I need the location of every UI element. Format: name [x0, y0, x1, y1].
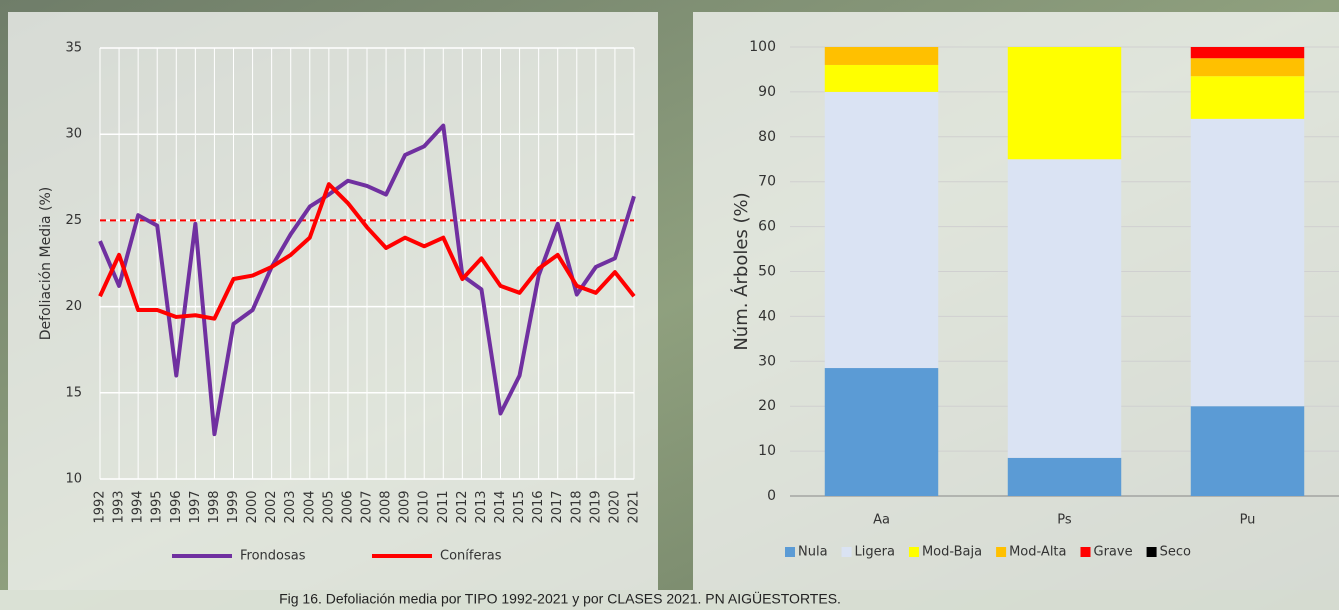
legend-swatch: [1146, 547, 1157, 557]
y-tick-label: 15: [65, 385, 82, 400]
x-tick-label: 2015: [512, 490, 527, 523]
bar-segment: [1007, 47, 1122, 160]
x-tick-label: 2008: [379, 490, 394, 523]
x-tick-label: 1994: [131, 490, 146, 523]
y-tick-label: 30: [758, 353, 776, 369]
legend-swatch: [841, 547, 852, 557]
x-tick-label: 1998: [207, 490, 222, 523]
x-tick-label: 2000: [245, 490, 260, 523]
legend-label: Mod-Alta: [1009, 545, 1066, 560]
y-tick-label: 80: [758, 129, 776, 145]
x-tick-label: 1993: [112, 490, 127, 523]
x-tick-label: 2007: [360, 490, 375, 523]
legend-label: Seco: [1160, 545, 1191, 560]
x-tick-label: 2018: [569, 490, 584, 523]
legend-label: Grave: [1094, 545, 1133, 560]
x-tick-label: 2017: [550, 490, 565, 523]
x-tick-label: 2003: [283, 490, 298, 523]
x-tick-label: 2006: [340, 490, 355, 523]
y-tick-label: 40: [758, 308, 776, 324]
y-tick-label: 20: [758, 398, 776, 414]
bar-segment: [824, 368, 939, 496]
x-tick-label: 2013: [474, 490, 489, 523]
caption: Fig 16. Defoliación media por TIPO 1992-…: [279, 590, 841, 607]
left-panel: [8, 12, 658, 590]
x-tick-label: Pu: [1240, 513, 1256, 528]
y-tick-label: 25: [65, 213, 82, 228]
x-tick-label: 2019: [588, 490, 603, 523]
x-tick-label: 1992: [93, 490, 108, 523]
y-tick-label: 70: [758, 174, 776, 190]
legend-label: Ligera: [855, 545, 895, 560]
series-line: [98, 182, 636, 321]
bar-segment: [1190, 76, 1305, 119]
x-tick-label: 1999: [226, 490, 241, 523]
bar-segment: [1190, 58, 1305, 77]
x-tick-label: Ps: [1057, 513, 1072, 528]
y-tick-label: 60: [758, 219, 776, 235]
legend-label: Frondosas: [240, 549, 306, 564]
bar-segment: [824, 91, 939, 369]
x-tick-label: 2020: [607, 490, 622, 523]
y-tick-label: 10: [758, 443, 776, 459]
bar-segment: [824, 47, 939, 65]
x-tick-label: 2012: [455, 490, 470, 523]
bar-segment: [1007, 457, 1122, 496]
y-tick-label: 50: [758, 264, 776, 280]
x-tick-label: 2002: [264, 490, 279, 523]
y-axis-label: Núm. Árboles (%): [730, 192, 752, 350]
caption-bar: [0, 590, 1339, 610]
bar-segment: [1190, 406, 1305, 496]
x-tick-label: 2021: [627, 490, 642, 523]
legend-swatch: [996, 547, 1007, 557]
y-tick-label: 10: [65, 472, 82, 487]
y-tick-label: 100: [749, 39, 776, 55]
x-tick-label: 1996: [169, 490, 184, 523]
bar-segment: [1190, 118, 1305, 407]
y-tick-label: 90: [758, 84, 776, 100]
y-tick-label: 0: [767, 488, 776, 504]
legend-label: Nula: [798, 545, 828, 560]
x-tick-label: 1995: [150, 490, 165, 523]
y-tick-label: 35: [65, 41, 82, 56]
legend-label: Mod-Baja: [922, 545, 982, 560]
bar-segment: [824, 64, 939, 92]
x-tick-label: 2005: [321, 490, 336, 523]
x-tick-label: 2016: [531, 490, 546, 523]
y-tick-label: 30: [65, 127, 82, 142]
x-tick-label: 2011: [436, 490, 451, 523]
bar-segment: [1190, 47, 1305, 59]
x-tick-label: Aa: [873, 513, 890, 528]
series-line: [98, 123, 636, 437]
legend-swatch: [785, 547, 795, 557]
bar-segment: [1007, 159, 1122, 458]
legend-swatch: [908, 547, 919, 557]
x-tick-label: 2014: [493, 490, 508, 523]
x-tick-label: 2010: [417, 490, 432, 523]
legend-swatch: [1080, 547, 1091, 557]
x-tick-label: 2009: [398, 490, 413, 523]
y-tick-label: 20: [65, 299, 82, 314]
y-axis-label: Defoliación Media (%): [38, 187, 54, 340]
x-tick-label: 2004: [302, 490, 317, 523]
x-tick-label: 1997: [188, 490, 203, 523]
legend-label: Coníferas: [440, 549, 502, 564]
